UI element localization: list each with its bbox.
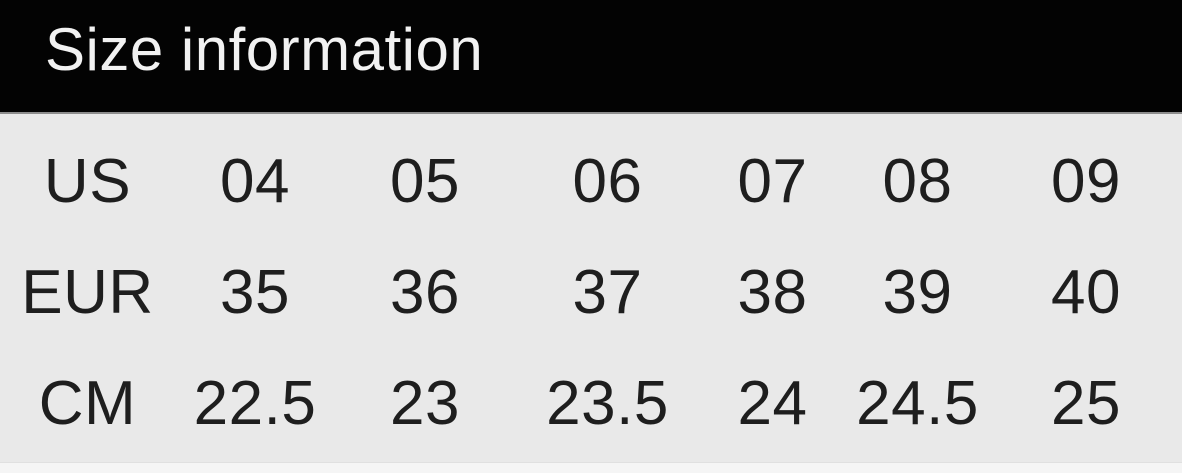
row-label-us: US (43, 147, 132, 216)
size-cell: 24.5 (856, 369, 979, 438)
size-cell: 22.5 (193, 369, 317, 438)
size-cell: 05 (390, 147, 460, 216)
table-row-us: US 04 05 06 07 08 09 (0, 126, 1182, 237)
page-title: Size information (45, 15, 484, 83)
size-cell: 07 (737, 147, 808, 216)
row-label-cm: CM (38, 369, 137, 438)
header-bar: Size information (0, 0, 1182, 114)
size-cell: 23.5 (546, 369, 669, 438)
size-cell: 09 (1051, 147, 1121, 216)
size-cell: 38 (737, 258, 808, 327)
size-cell: 40 (1051, 258, 1121, 327)
table-row-cm: CM 22.5 23 23.5 24 24.5 25 (0, 348, 1182, 459)
size-cell: 24 (737, 369, 808, 438)
size-cell: 06 (572, 147, 643, 216)
size-cell: 36 (390, 258, 460, 327)
size-cell: 35 (220, 258, 290, 327)
size-cell: 23 (390, 369, 460, 438)
row-label-eur: EUR (21, 258, 154, 327)
table-row-eur: EUR 35 36 37 38 39 40 (0, 237, 1182, 348)
size-cell: 08 (882, 147, 953, 216)
size-table-area: US 04 05 06 07 08 09 EUR 35 36 37 38 39 … (0, 114, 1182, 462)
size-cell: 37 (572, 258, 643, 327)
size-cell: 25 (1051, 369, 1121, 438)
size-cell: 39 (882, 258, 953, 327)
bottom-strip (0, 462, 1182, 473)
size-cell: 04 (220, 147, 290, 216)
size-table: US 04 05 06 07 08 09 EUR 35 36 37 38 39 … (0, 126, 1182, 459)
